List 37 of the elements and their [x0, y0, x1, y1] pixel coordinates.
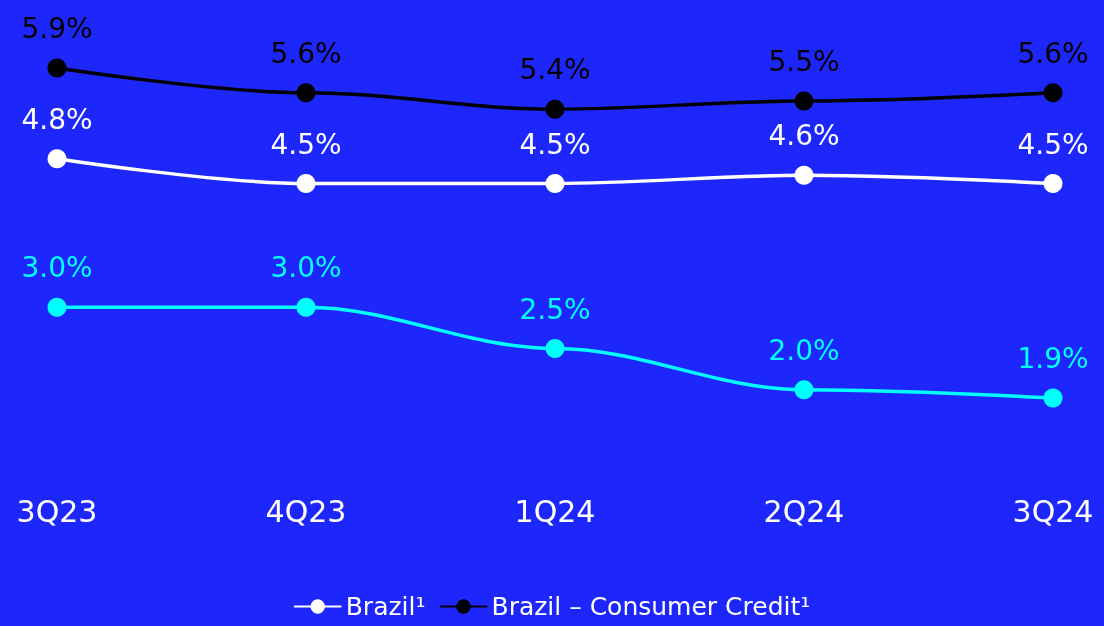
point	[545, 99, 565, 119]
data-label: 3.0%	[270, 251, 342, 285]
data-label: 5.6%	[1017, 36, 1089, 70]
x-tick-label: 1Q24	[514, 493, 596, 529]
x-tick-label: 3Q23	[16, 493, 98, 529]
point	[47, 297, 67, 317]
data-label: 5.5%	[768, 45, 840, 78]
data-label: 1.9%	[1017, 342, 1089, 375]
data-label: 5.6%	[270, 36, 342, 70]
data-label: 4.5%	[519, 127, 591, 161]
point	[47, 58, 67, 78]
point	[296, 83, 316, 103]
point	[794, 380, 814, 400]
point	[1043, 174, 1063, 193]
x-tick-label: 3Q24	[1012, 493, 1094, 529]
point	[794, 165, 814, 185]
data-label: 5.4%	[519, 53, 591, 87]
point	[794, 91, 814, 111]
point	[296, 297, 316, 317]
point	[1043, 388, 1063, 408]
data-label: 3.0%	[21, 251, 93, 285]
point	[1043, 83, 1063, 103]
point	[47, 149, 67, 169]
point	[545, 174, 565, 193]
legend-label: Brazil¹	[345, 592, 426, 621]
data-label: 4.5%	[1017, 127, 1089, 161]
data-label: 4.6%	[768, 119, 840, 153]
x-tick-label: 4Q23	[265, 493, 347, 529]
data-label: 4.8%	[21, 102, 93, 136]
point	[296, 174, 316, 193]
data-label: 2.5%	[519, 292, 591, 326]
x-tick-label: 2Q24	[763, 493, 845, 529]
point	[545, 339, 565, 358]
legend-label: Brazil – Consumer Credit¹	[491, 592, 811, 621]
data-label: 5.9%	[21, 12, 93, 45]
data-label: 4.5%	[270, 127, 342, 161]
data-label: 2.0%	[768, 333, 840, 367]
